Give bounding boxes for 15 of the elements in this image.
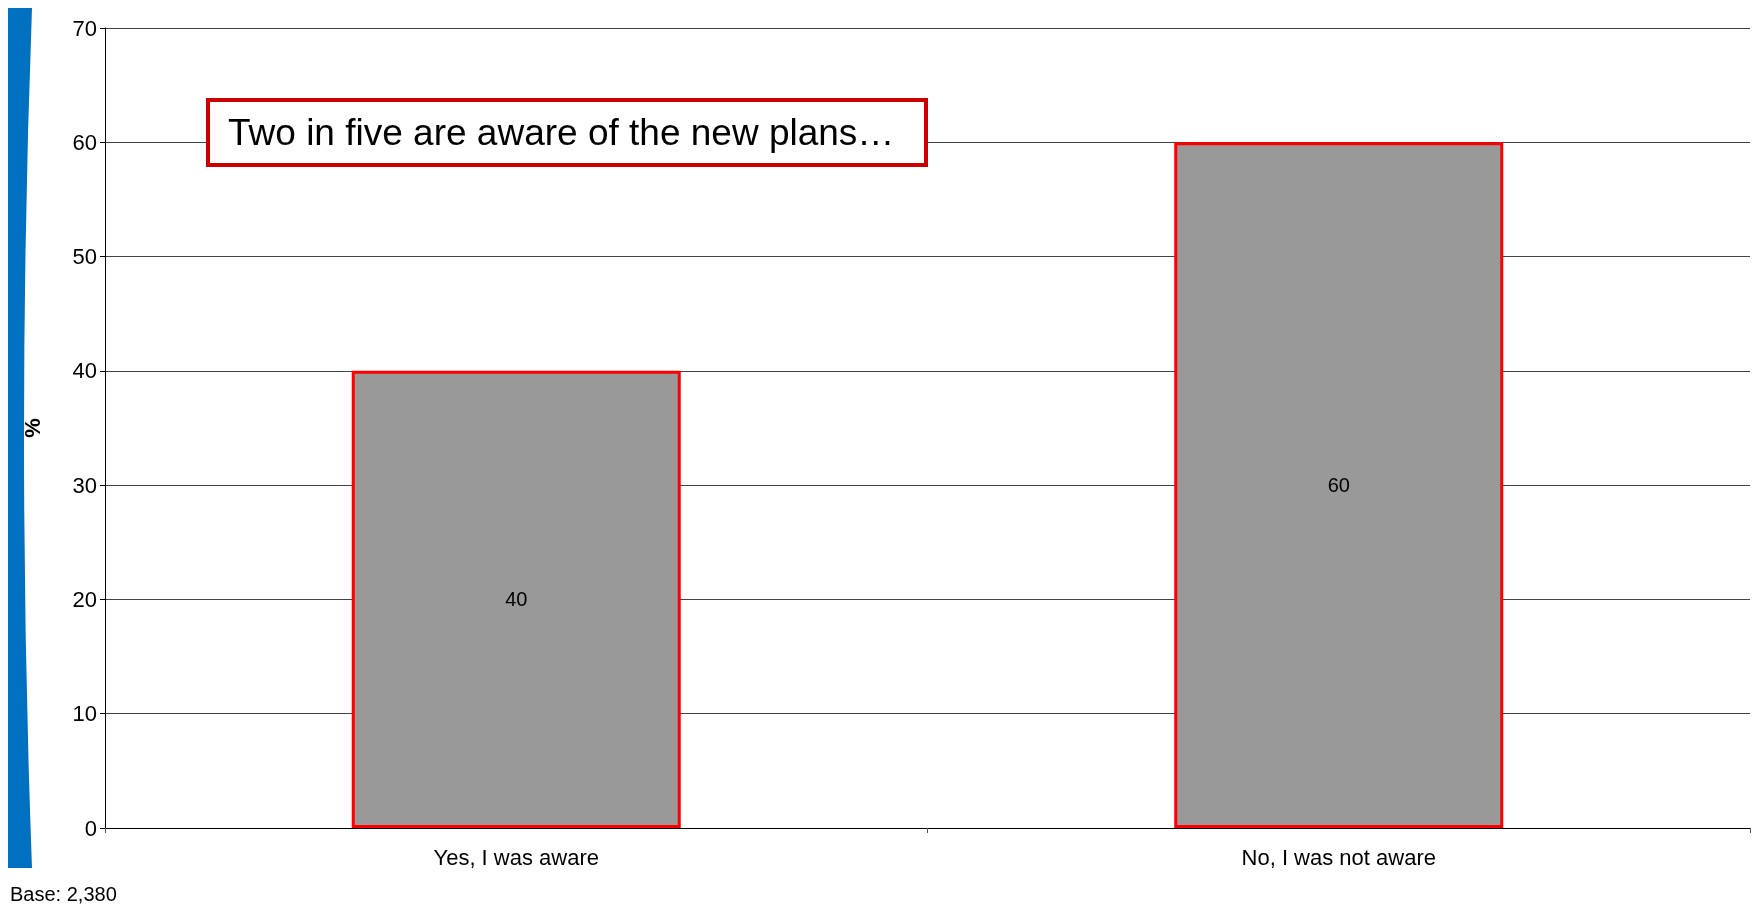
x-tick-label: No, I was not aware <box>1241 844 1436 870</box>
y-tick-label: 20 <box>72 586 97 612</box>
text: Two in five are aware of the new plans… <box>228 112 895 153</box>
y-tick-label: 10 <box>72 701 97 727</box>
y-axis-title: % <box>19 418 45 438</box>
text: Base: 2,380 <box>10 883 117 905</box>
y-tick-label: 0 <box>84 815 97 841</box>
y-tick-label: 50 <box>72 244 97 270</box>
y-tick-label: 40 <box>72 358 97 384</box>
data-label: 60 <box>1327 474 1350 497</box>
data-label: 40 <box>505 588 528 611</box>
y-tick-label: 30 <box>72 472 97 498</box>
x-tick-label: Yes, I was aware <box>433 844 599 870</box>
y-tick-label: 70 <box>72 15 97 41</box>
y-tick-label: 60 <box>72 129 97 155</box>
